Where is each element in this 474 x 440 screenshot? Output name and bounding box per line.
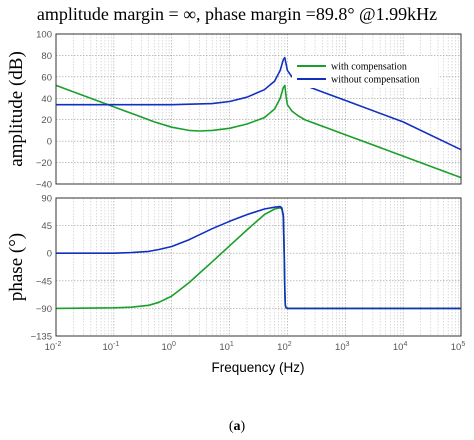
x-tick-label: 102: [277, 341, 292, 353]
x-tick-label: 104: [393, 341, 408, 353]
amplitude-lines: [55, 56, 462, 179]
x-tick-label: 101: [219, 341, 234, 353]
legend: with compensation without compensation: [292, 56, 438, 88]
amplitude-y-ticks: 100 80 60 40 20 0 −20 −40: [36, 30, 52, 191]
amplitude-y-tick-label: 100: [36, 30, 52, 41]
caption-open: (: [229, 419, 234, 434]
legend-box: [292, 56, 438, 88]
phase-y-tick-label: 0: [47, 249, 52, 260]
amplitude-y-tick-label: 40: [41, 94, 52, 105]
x-tick-label: 100: [161, 341, 176, 353]
amplitude-y-tick-label: 0: [47, 137, 52, 148]
x-tick-label: 10-1: [102, 341, 119, 353]
amplitude-y-tick-label: 80: [41, 51, 52, 62]
caption-close: ): [241, 419, 246, 434]
phase-y-tick-label: −135: [31, 332, 52, 343]
amplitude-series-with-compensation: [55, 84, 462, 179]
phase-plot-area: [56, 198, 461, 336]
amplitude-frame: [55, 33, 462, 185]
amplitude-y-tick-label: 20: [41, 115, 52, 126]
phase-y-tick-label: −90: [36, 304, 52, 315]
phase-y-tick-label: −45: [36, 276, 52, 287]
x-tick-label: 10-2: [45, 341, 62, 353]
x-tick-label: 103: [335, 341, 350, 353]
phase-lines: [55, 205, 461, 310]
legend-label-with-compensation: with compensation: [331, 62, 407, 73]
legend-label-without-compensation: without compensation: [331, 75, 420, 86]
x-axis-label: Frequency (Hz): [211, 360, 304, 375]
phase-y-ticks: 90 45 0 −45 −90 −135: [31, 194, 52, 343]
x-tick-label: 105: [451, 341, 466, 353]
amplitude-series-without-compensation: [56, 56, 462, 151]
phase-y-tick-label: 90: [41, 194, 52, 205]
chart-title: amplitude margin = ∞, phase margin =89.8…: [37, 4, 437, 24]
phase-panel: 90 45 0 −45 −90 −135 phase (°) 10-2 10-1 100 101…: [6, 194, 465, 376]
amplitude-y-tick-label: −40: [36, 180, 52, 191]
amplitude-panel: 100 80 60 40 20 0 −20 −40 amplitude (dB) with c…: [6, 30, 462, 191]
phase-frame: [55, 197, 462, 337]
x-tick-labels: 10-2 10-1 100 101 102 103 104 105: [45, 341, 466, 353]
figure-caption: (a): [229, 419, 246, 434]
phase-y-tick-label: 45: [41, 221, 52, 232]
phase-y-label: phase (°): [6, 233, 27, 301]
amplitude-y-tick-label: −20: [36, 158, 52, 169]
amplitude-y-label: amplitude (dB): [6, 51, 27, 167]
amplitude-y-tick-label: 60: [41, 72, 52, 83]
caption-letter: a: [234, 419, 241, 434]
phase-series-without-compensation: [56, 205, 461, 310]
